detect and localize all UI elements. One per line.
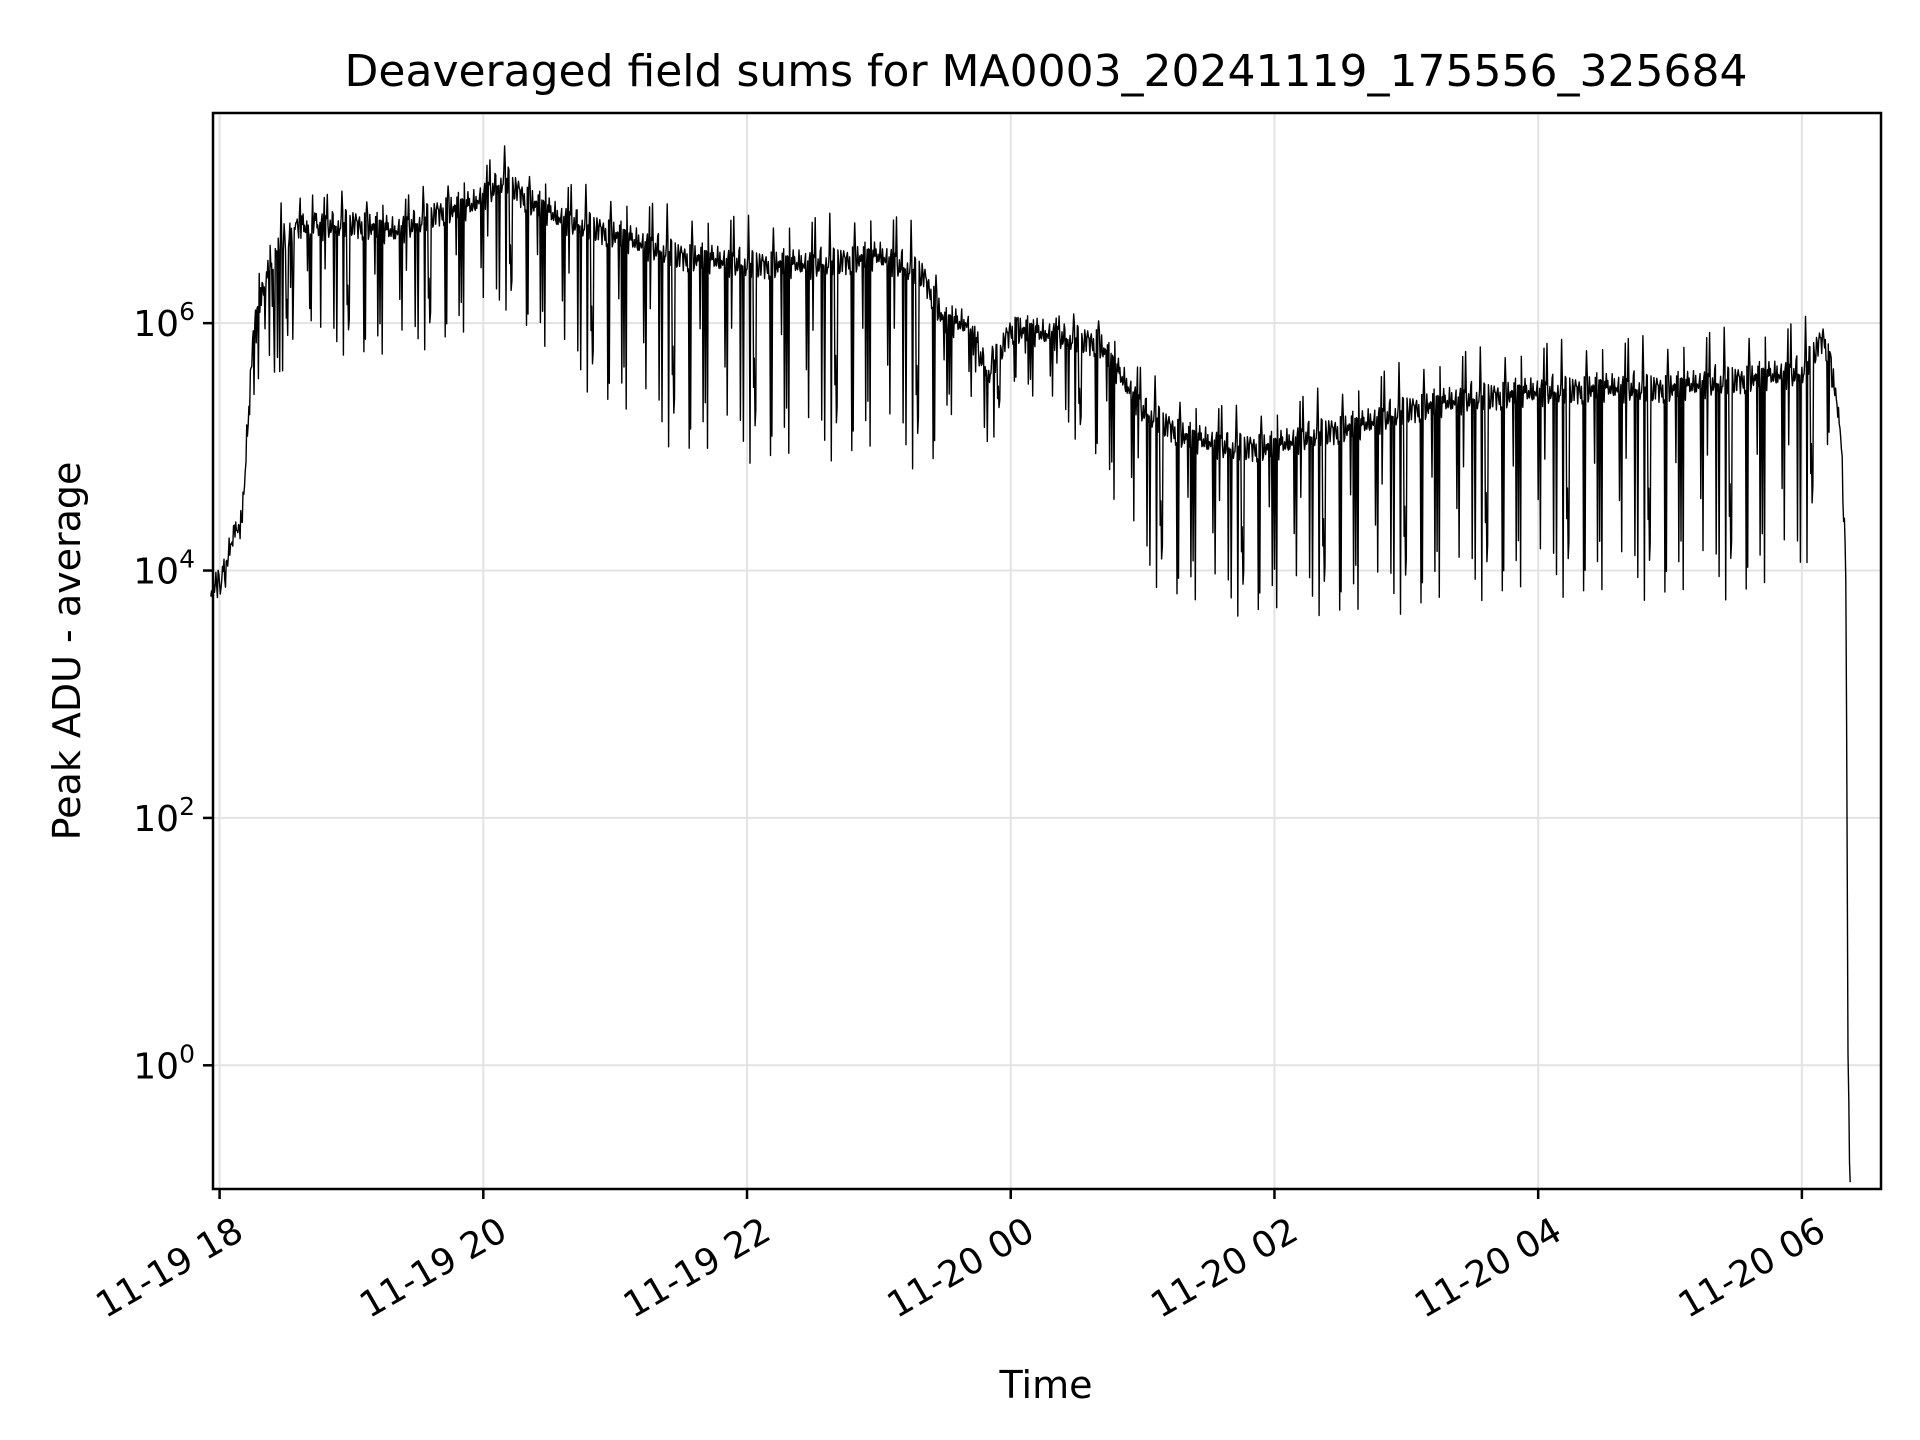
chart-title: Deaveraged field sums for MA0003_2024111… [345,46,1748,97]
y-axis: 100 102 104 106 [133,297,213,1087]
series-line [210,145,1851,1183]
x-tick-label: 11-20 04 [1408,1210,1569,1326]
x-tick-label: 11-19 22 [617,1210,778,1326]
x-tick-label: 11-19 20 [353,1210,514,1326]
x-tick-label: 11-20 06 [1672,1210,1833,1326]
y-tick-label: 106 [133,297,195,345]
x-axis: 11-19 18 11-19 20 11-19 22 11-20 00 11-20 02… [89,1189,1832,1327]
y-tick-label: 104 [133,545,195,593]
x-tick-label: 11-19 18 [89,1210,250,1326]
x-tick-label: 11-20 02 [1144,1210,1305,1326]
x-tick-label: 11-20 00 [881,1210,1042,1326]
plot-frame [211,111,1883,1191]
y-tick-label: 102 [133,792,195,840]
x-axis-label: Time [999,1363,1093,1407]
y-tick-label: 100 [133,1039,195,1087]
y-axis-label: Peak ADU - average [45,462,89,841]
